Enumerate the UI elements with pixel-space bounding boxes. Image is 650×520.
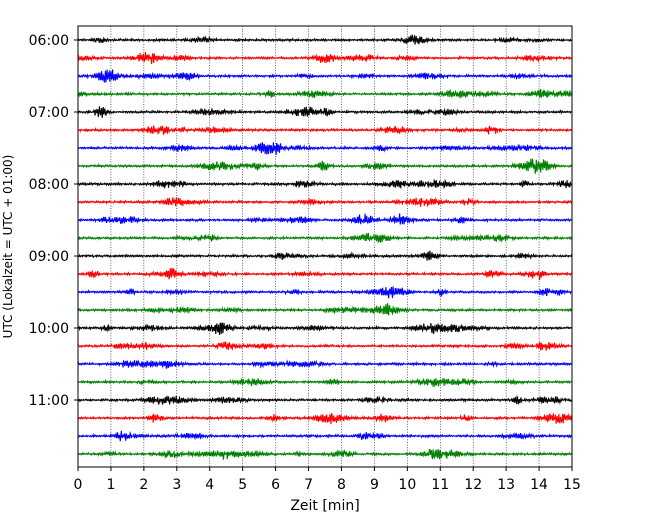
x-tick-label: 8 [337,477,346,493]
trace-line [77,158,573,174]
x-tick-label: 9 [370,477,379,493]
trace-line [77,197,573,208]
x-axis-label: Zeit [min] [290,498,359,514]
y-tick-label: 07:00 [29,105,69,121]
trace-line [77,142,573,155]
y-tick-label: 09:00 [29,249,69,265]
x-tick-label: 13 [497,477,515,493]
x-tick-label: 4 [205,477,214,493]
trace-layer [77,34,573,460]
trace-line [77,267,573,280]
x-tick-label: 5 [238,477,247,493]
x-tick-label: 15 [563,477,581,493]
y-tick-label: 08:00 [29,177,69,193]
x-tick-label: 10 [398,477,416,493]
trace-line [77,322,573,335]
trace-line [77,412,573,425]
y-tick-label: 11:00 [29,393,69,409]
trace-line [77,430,573,442]
x-tick-label: 0 [74,477,83,493]
x-tick-label: 6 [271,477,280,493]
y-tick-label: 06:00 [29,33,69,49]
y-axis-label: UTC (Lokalzeit = UTC + 01:00) [1,155,15,339]
x-tick-label: 3 [172,477,181,493]
trace-line [77,232,573,244]
x-tick-label: 7 [304,477,313,493]
trace-line [77,51,573,65]
x-axis-ticks: 0 1 2 3 4 5 6 7 8 9 10 11 12 13 14 15 [74,467,581,493]
plot-frame [77,25,573,468]
trace-line [77,106,573,118]
x-tick-label: 2 [139,477,148,493]
y-axis-ticks: 06:00 07:00 08:00 09:00 10:00 11:00 [29,33,78,409]
trace-line [77,359,573,369]
x-tick-label: 1 [106,477,115,493]
trace-line [77,250,573,261]
trace-line [77,125,573,135]
trace-line [77,88,573,99]
trace-line [77,377,573,388]
x-tick-label: 11 [431,477,449,493]
trace-line [77,178,573,190]
trace-line [77,34,573,45]
x-tick-label: 14 [530,477,548,493]
trace-line [77,286,573,299]
y-tick-label: 10:00 [29,321,69,337]
trace-line [77,394,573,405]
x-tick-label: 12 [464,477,482,493]
trace-line [77,448,573,460]
trace-line [77,213,573,225]
trace-line [77,303,573,316]
trace-line [77,69,573,83]
trace-line [77,340,573,351]
